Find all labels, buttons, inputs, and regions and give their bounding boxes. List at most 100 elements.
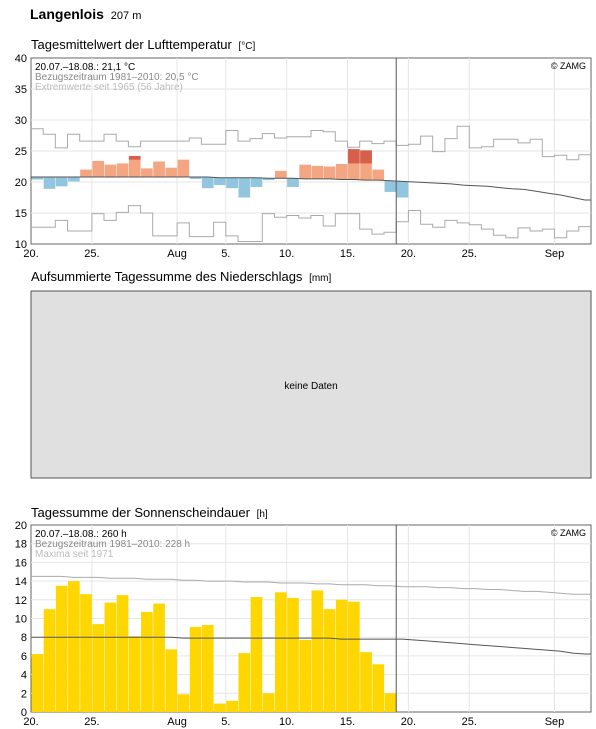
sunshine-ytick-label: 12 — [15, 595, 27, 607]
sunshine-bar — [153, 603, 165, 712]
temperature-ytick-label: 20 — [15, 177, 27, 189]
temperature-xtick-label: Sep — [545, 248, 565, 260]
temperature-bar-record — [360, 150, 372, 164]
sunshine-ytick-label: 0 — [21, 707, 27, 719]
sunshine-bar — [31, 654, 44, 712]
temperature-xtick-label: 5. — [221, 248, 230, 260]
sunshine-ytick-label: 10 — [15, 614, 27, 626]
temperature-xtick-label: 15. — [340, 248, 355, 260]
sunshine-bar — [43, 609, 56, 712]
temperature-bar — [92, 160, 105, 178]
temperature-bar — [299, 164, 311, 179]
temperature-bar — [262, 178, 275, 181]
sunshine-bar — [311, 590, 324, 712]
temperature-reference: Bezugszeitraum 1981–2010: 20,5 °C — [35, 72, 199, 83]
sunshine-bar — [116, 595, 129, 712]
sunshine-credit: © ZAMG — [551, 528, 586, 538]
temperature-bar — [360, 150, 372, 181]
temperature-bar — [323, 166, 336, 179]
sunshine-bar — [372, 664, 385, 712]
sunshine-bars — [31, 581, 397, 712]
temperature-axis: 10 15 20 25 30 35 40 20. 25. Aug 5. 10. 15. 20. 25. Sep — [15, 53, 565, 260]
sunshine-title: Tagessumme der Sonnenscheindauer [h] — [31, 505, 268, 520]
sunshine-summary: 20.07.–18.08.: 260 h — [35, 529, 127, 540]
temperature-bar — [311, 165, 324, 179]
sunshine-ytick-label: 8 — [21, 632, 27, 644]
temperature-extremes-note: Extremwerte seit 1965 (56 Jahre) — [35, 82, 183, 93]
temperature-bar — [141, 168, 153, 178]
sunshine-maxima-note: Maxima seit 1971 — [35, 549, 114, 560]
sunshine-ytick-label: 20 — [15, 520, 27, 532]
sunshine-bar — [360, 652, 372, 712]
sunshine-bar — [299, 640, 311, 712]
temperature-bar — [250, 177, 263, 187]
sunshine-bar — [287, 597, 299, 712]
temperature-bar — [31, 177, 44, 180]
temperature-ytick-label: 10 — [15, 239, 27, 251]
temperature-bar — [396, 181, 409, 198]
sunshine-max-line — [31, 575, 591, 595]
temperature-grid — [31, 58, 591, 244]
temperature-xtick-label: 10. — [279, 248, 294, 260]
sunshine-bar — [80, 594, 92, 712]
temperature-ytick-label: 40 — [15, 53, 27, 65]
sunshine-axis: 0 2 4 6 8 10 12 14 16 18 20 20. 25. Aug 5. 10. 15. 20. 25.… — [15, 520, 565, 728]
sunshine-bar — [250, 596, 263, 712]
temperature-chart: 10 15 20 25 30 35 40 20. 25. Aug 5. 10. 15. 20. 25. Sep… — [15, 53, 592, 260]
sunshine-bar — [238, 653, 251, 712]
station-elevation: 207 m — [111, 10, 142, 22]
temperature-bar-record — [348, 149, 360, 164]
sunshine-xtick-label: 20. — [23, 716, 38, 728]
sunshine-ytick-label: 4 — [21, 670, 27, 682]
sunshine-ytick-label: 2 — [21, 688, 27, 700]
temperature-bar — [43, 177, 56, 189]
sunshine-xtick-label: 5. — [221, 716, 230, 728]
sunshine-bar — [384, 693, 397, 712]
temperature-credit: © ZAMG — [551, 61, 586, 71]
precipitation-panel — [30, 290, 592, 479]
temperature-bar — [165, 167, 178, 178]
temperature-bar — [348, 149, 360, 180]
sunshine-bar — [92, 624, 105, 712]
sunshine-xtick-label: 15. — [340, 716, 355, 728]
station-name: Langenlois — [30, 6, 104, 22]
sunshine-xtick-label: Aug — [167, 716, 187, 728]
temperature-ytick-label: 25 — [15, 146, 27, 158]
temperature-bar — [201, 177, 214, 189]
temperature-bar — [177, 159, 190, 178]
temperature-bar — [274, 170, 287, 179]
sunshine-bar — [348, 601, 360, 712]
temperature-extreme-max-line — [31, 125, 591, 161]
sunshine-lines — [31, 575, 591, 655]
sunshine-xtick-label: 25. — [84, 716, 99, 728]
temperature-title: Tagesmittelwert der Lufttemperatur [°C] — [31, 37, 255, 52]
sunshine-bar — [226, 700, 238, 712]
sunshine-bar — [189, 626, 202, 712]
precipitation-title: Aufsummierte Tagessumme des Niederschlag… — [31, 269, 332, 284]
sunshine-xtick-label: 20. — [401, 716, 416, 728]
temperature-bar — [335, 164, 348, 180]
temperature-lines — [31, 125, 591, 242]
station-title: Langenlois 207 m — [30, 6, 141, 22]
temperature-ytick-label: 35 — [15, 84, 27, 96]
sunshine-bar — [201, 625, 214, 712]
temperature-bar — [128, 155, 141, 178]
temperature-bars — [31, 149, 409, 198]
temperature-bar — [80, 169, 92, 178]
sunshine-xtick-label: 25. — [462, 716, 477, 728]
temperature-bar — [372, 169, 385, 181]
temperature-ytick-label: 30 — [15, 115, 27, 127]
temperature-bar — [68, 177, 80, 182]
temperature-bar — [287, 178, 299, 187]
temperature-xtick-label: 20. — [401, 248, 416, 260]
sunshine-bar — [165, 649, 178, 712]
temperature-bar-record — [128, 155, 141, 160]
temperature-ytick-label: 15 — [15, 208, 27, 220]
temperature-bar — [153, 161, 165, 178]
temperature-bar — [55, 177, 68, 187]
sunshine-ytick-label: 6 — [21, 651, 27, 663]
temperature-bar — [238, 177, 251, 198]
temperature-climate-line — [31, 176, 591, 201]
sunshine-xtick-label: Sep — [545, 716, 565, 728]
